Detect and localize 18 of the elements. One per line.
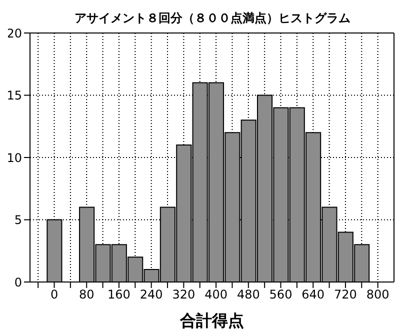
x-tick-label: 560 [269,288,292,302]
y-tick-label: 10 [6,150,22,165]
x-tick-label: 0 [50,288,58,302]
x-tick-label: 160 [108,288,130,302]
x-tick-label: 320 [172,288,196,302]
x-tick-label: 480 [236,288,260,302]
x-tick-label: 800 [366,288,390,302]
y-tick-label: 5 [14,213,22,228]
x-axis-title: 合計得点 [179,311,244,330]
chart-title: アサイメント８回分（８００点満点）ヒストグラム [74,10,352,27]
y-tick-label: 0 [14,275,22,290]
x-tick-label: 400 [204,288,228,302]
x-tick-label: 720 [334,288,357,302]
y-tick-label: 15 [6,88,22,103]
x-tick-label: 80 [78,288,94,302]
y-tick-label: 20 [6,26,22,40]
x-tick-label: 640 [302,288,325,302]
x-tick-label: 240 [140,288,163,302]
